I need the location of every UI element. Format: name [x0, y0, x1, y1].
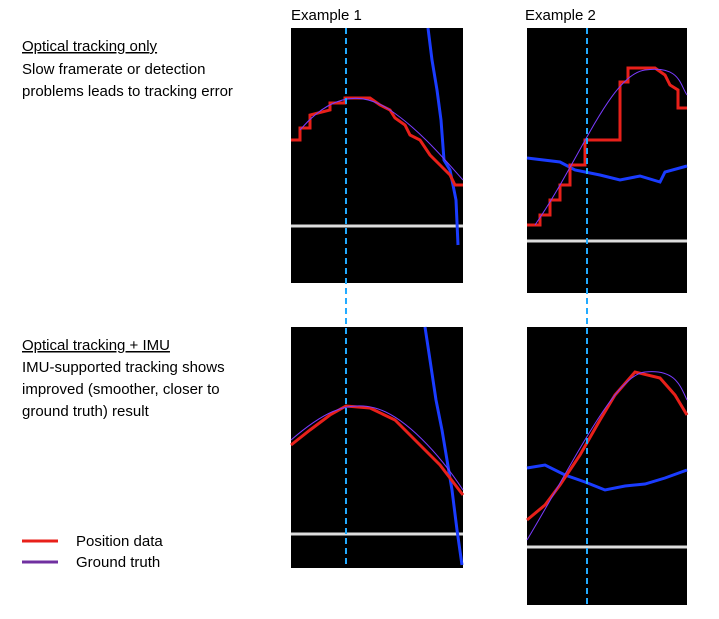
legend-label: Position data — [76, 533, 163, 550]
section-title: Optical tracking only — [22, 38, 158, 55]
trace-purple — [290, 405, 464, 491]
section-text: improved (smoother, closer to — [22, 381, 220, 398]
section-text: Slow framerate or detection — [22, 61, 205, 78]
column-header: Example 1 — [291, 7, 362, 24]
trace-red — [290, 404, 465, 496]
trace-red — [526, 370, 689, 522]
section-title: Optical tracking + IMU — [22, 337, 170, 354]
section-text: ground truth) result — [22, 403, 150, 420]
trace-blue — [526, 463, 688, 492]
section-text: problems leads to tracking error — [22, 83, 233, 100]
trace-blue — [423, 326, 464, 566]
column-header: Example 2 — [525, 7, 596, 24]
legend-label: Ground truth — [76, 554, 160, 571]
section-text: IMU-supported tracking shows — [22, 359, 225, 376]
panel — [291, 327, 463, 568]
trace-purple — [526, 371, 688, 541]
trace-purple — [534, 68, 688, 226]
trace-blue — [426, 27, 460, 246]
trace-purple — [299, 97, 464, 181]
panel — [527, 327, 687, 605]
trace-blue — [526, 156, 688, 184]
trace-red — [291, 96, 463, 187]
panel — [291, 28, 463, 283]
